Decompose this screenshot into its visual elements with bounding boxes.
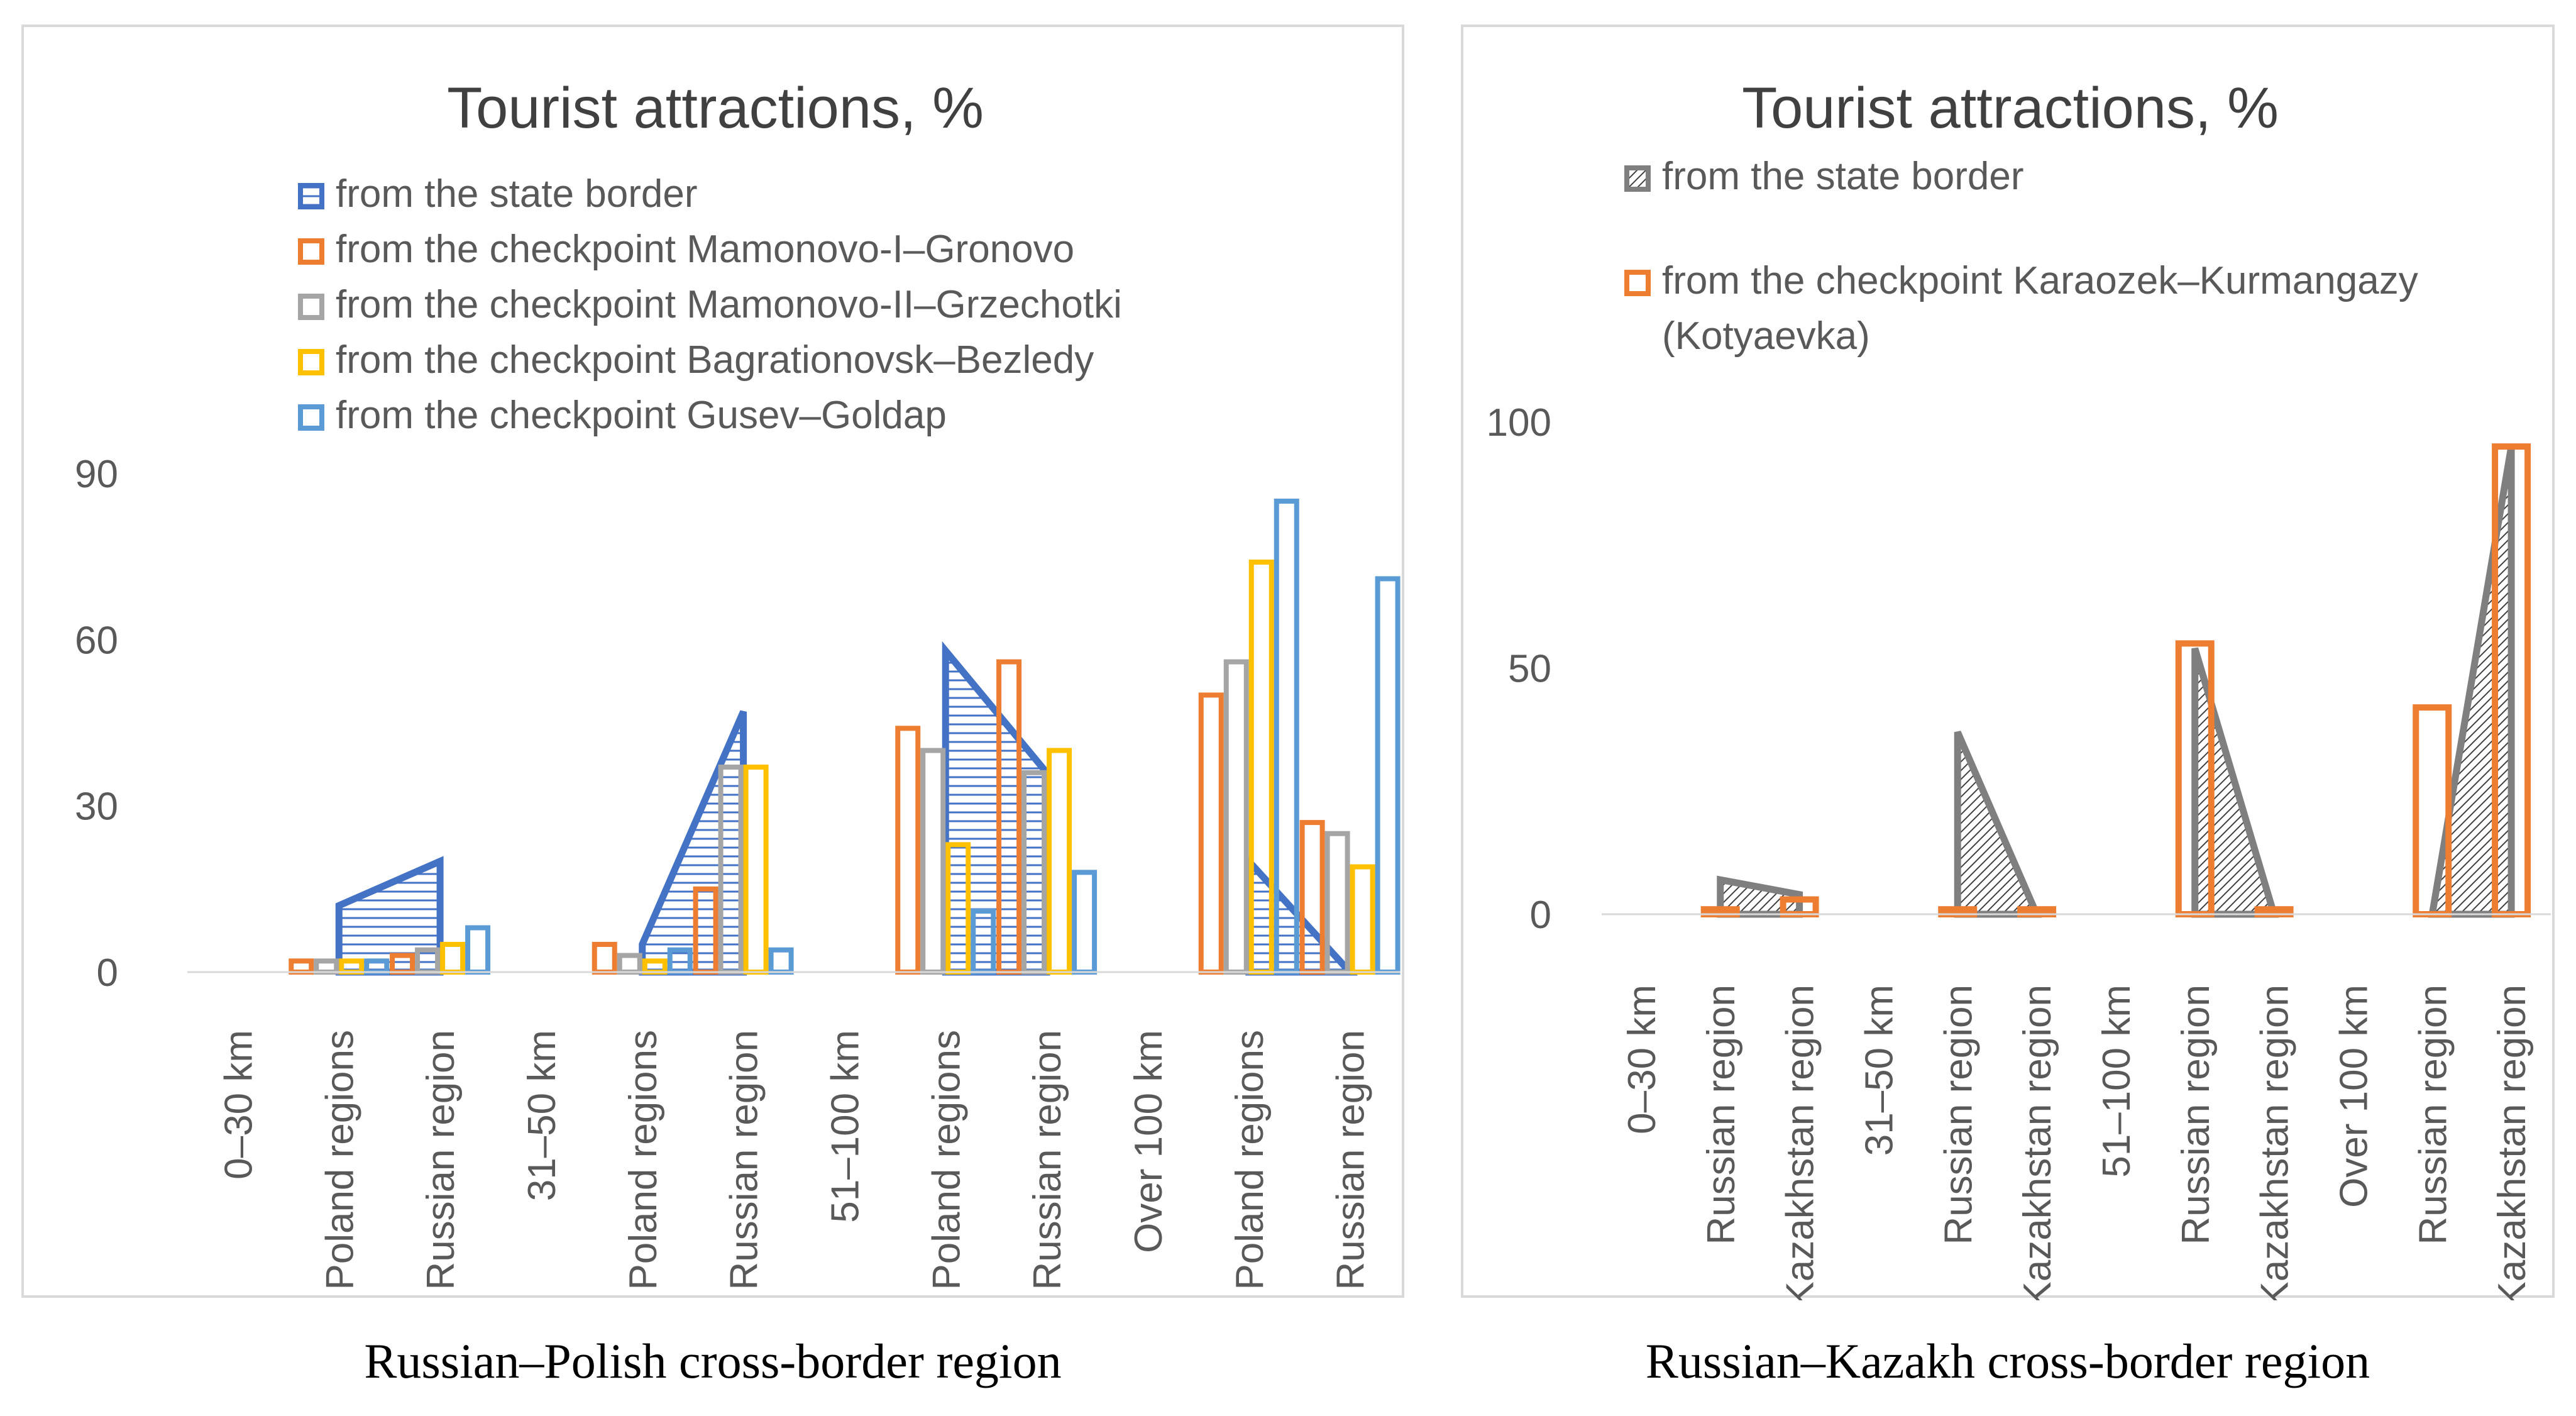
- area-mark-state-border: [2428, 446, 2515, 918]
- chart-panel-russian-polish: Tourist attractions, % from the state bor…: [21, 25, 1404, 1298]
- legend-label: from the checkpoint Mamonovo-II–Grzechot…: [336, 283, 1122, 326]
- legend-label: from the checkpoint Karaozek–Kurmangazy: [1662, 259, 2418, 302]
- x-category-label: Kazakhstan region: [1779, 985, 1822, 1300]
- legend-label: from the state border: [1662, 155, 2024, 198]
- legend-label: from the checkpoint Bagrationovsk–Bezled…: [336, 338, 1094, 382]
- y-tick-label: 0: [1530, 893, 1551, 937]
- x-category-label: Poland regions: [1228, 1030, 1272, 1290]
- chart-russian-polish: Tourist attractions, % from the state bor…: [75, 76, 1401, 1290]
- legend-swatch: [298, 183, 324, 209]
- legend-swatch: [1624, 165, 1651, 192]
- y-tick-label: 30: [75, 785, 118, 829]
- chart-russian-kazakh: Tourist attractions, % from the state bor…: [1487, 76, 2551, 1300]
- x-category-label: Russian region: [1937, 985, 1980, 1245]
- x-category-label: Poland regions: [925, 1030, 968, 1290]
- area-mark-state-border: [1954, 731, 2042, 918]
- legend-label: from the checkpoint Mamonovo-I–Gronovo: [336, 228, 1074, 271]
- caption-russian-kazakh: Russian–Kazakh cross-border region: [1645, 1334, 2370, 1388]
- area-mark-state-border: [2191, 647, 2279, 918]
- x-category-label: 31–50 km: [520, 1030, 564, 1201]
- bar-series-2: [314, 958, 339, 975]
- x-category-label: 31–50 km: [1858, 985, 1901, 1156]
- x-category-label: Russian region: [1026, 1030, 1069, 1290]
- bar-series-1: [592, 941, 617, 975]
- area-mark-state-border: [335, 856, 444, 976]
- bar-series-3: [440, 941, 466, 975]
- bar-series-2: [617, 953, 642, 975]
- y-tick-label: 90: [75, 453, 118, 496]
- legend-swatch: [298, 238, 324, 265]
- bar-series-4: [768, 947, 794, 975]
- legend-label: from the checkpoint Gusev–Goldap: [336, 394, 947, 437]
- x-category-label: 51–100 km: [823, 1030, 867, 1223]
- x-category-label: Russian region: [2174, 985, 2218, 1245]
- legend-swatch: [298, 404, 324, 431]
- bar-series-2: [920, 748, 946, 975]
- legend-swatch: [298, 294, 324, 320]
- x-category-label: Over 100 km: [2332, 985, 2375, 1208]
- x-category-label: Kazakhstan region: [2491, 985, 2534, 1300]
- bar-series-3: [1350, 864, 1375, 975]
- chart-title: Tourist attractions, %: [447, 76, 984, 140]
- x-category-label: 51–100 km: [2095, 985, 2138, 1178]
- legend-swatch: [1624, 270, 1651, 296]
- legend-swatch: [298, 349, 324, 375]
- y-tick-label: 0: [97, 951, 118, 995]
- x-category-label: Russian region: [1329, 1030, 1373, 1290]
- bar-series-3: [1047, 748, 1072, 975]
- y-tick-label: 60: [75, 619, 118, 662]
- area-mark-state-border: [639, 710, 747, 976]
- x-category-label: Kazakhstan region: [2254, 985, 2297, 1300]
- legend-label: (Kotyaevka): [1662, 314, 1870, 358]
- bar-series-4: [1375, 576, 1401, 975]
- bar-series-1: [289, 958, 314, 975]
- caption-russian-polish: Russian–Polish cross-border region: [364, 1334, 1062, 1388]
- area-mark-state-border: [942, 641, 1050, 976]
- x-category-label: Russian region: [723, 1030, 766, 1290]
- x-category-label: 0–30 km: [1621, 985, 1664, 1134]
- x-category-label: Over 100 km: [1127, 1030, 1170, 1253]
- chart-title: Tourist attractions, %: [1742, 76, 2279, 140]
- x-category-label: Poland regions: [622, 1030, 665, 1290]
- bar-series-1: [895, 726, 921, 975]
- bar-series-4: [465, 925, 491, 975]
- bar-series-4: [1072, 870, 1098, 975]
- bar-series-3: [743, 764, 769, 975]
- chart-panel-russian-kazakh: Tourist attractions, % from the state bor…: [1461, 25, 2555, 1300]
- area-mark-state-border: [1245, 852, 1358, 976]
- x-category-label: Russian region: [2411, 985, 2455, 1245]
- bar-series-2: [1223, 659, 1249, 975]
- x-category-label: 0–30 km: [217, 1030, 260, 1180]
- bar-series-1: [1198, 692, 1224, 975]
- y-tick-label: 50: [1508, 648, 1551, 691]
- x-category-label: Russian region: [1700, 985, 1743, 1245]
- x-category-label: Poland regions: [318, 1030, 361, 1290]
- legend-label: from the state border: [336, 172, 698, 216]
- x-category-label: Kazakhstan region: [2016, 985, 2059, 1300]
- x-category-label: Russian region: [419, 1030, 463, 1290]
- y-tick-label: 100: [1487, 401, 1551, 445]
